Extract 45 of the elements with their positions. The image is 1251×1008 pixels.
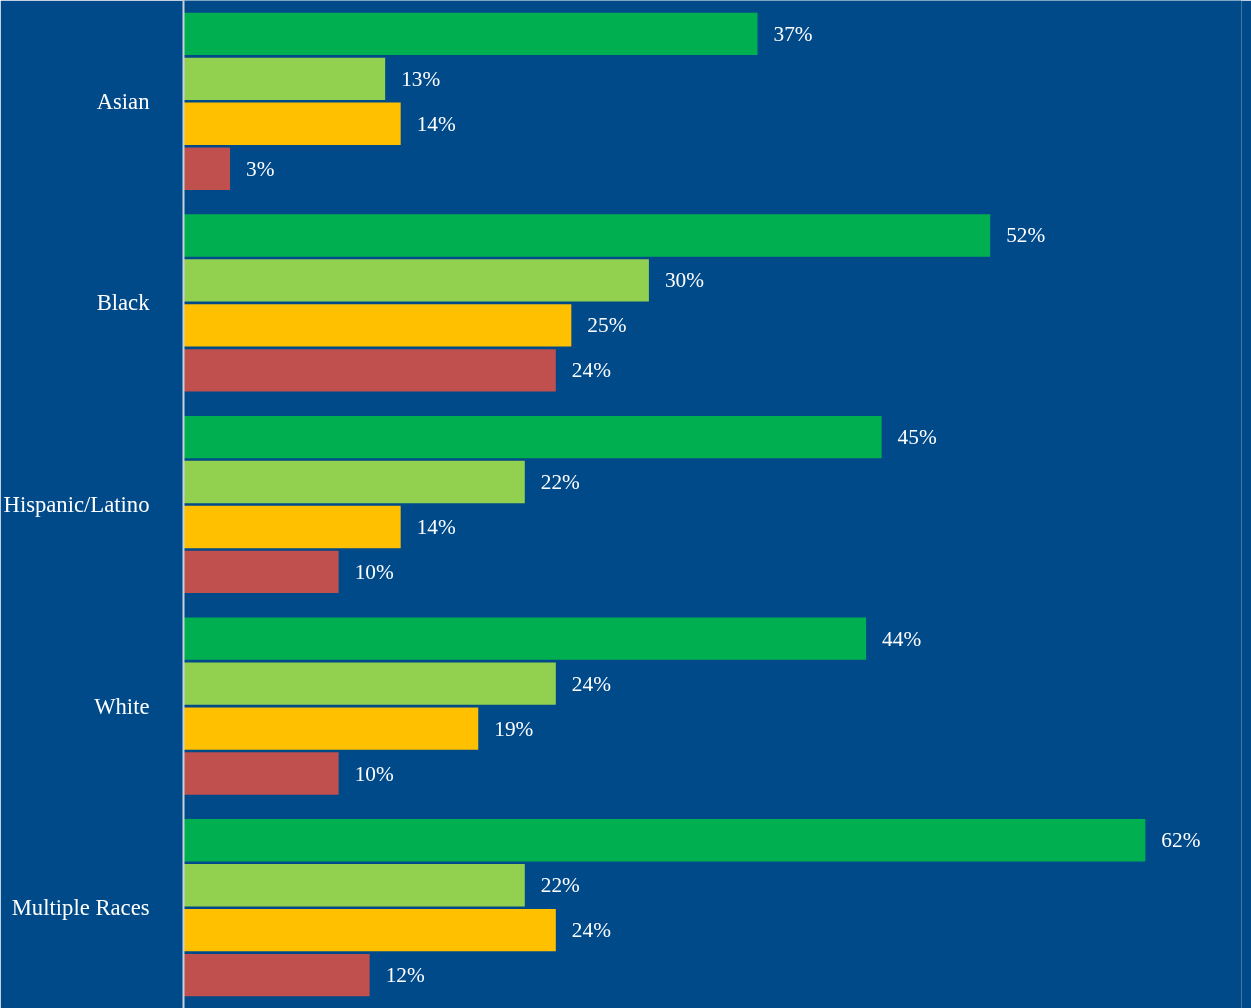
data-label: 24% bbox=[571, 918, 612, 943]
data-label: 37% bbox=[773, 21, 813, 46]
bar bbox=[183, 752, 339, 795]
data-label: 13% bbox=[401, 66, 441, 91]
data-label: 14% bbox=[416, 111, 457, 136]
bar bbox=[183, 953, 370, 997]
data-label: 24% bbox=[571, 358, 612, 383]
data-label: 10% bbox=[354, 761, 394, 786]
data-label: 14% bbox=[416, 514, 457, 539]
data-label: 25% bbox=[587, 313, 627, 338]
bar bbox=[183, 147, 231, 190]
y-tick-label: Asian bbox=[96, 88, 150, 114]
data-label: 22% bbox=[540, 470, 581, 495]
bar bbox=[183, 460, 525, 504]
bar bbox=[183, 617, 867, 660]
data-label: 12% bbox=[385, 963, 425, 988]
data-label: 3% bbox=[246, 156, 275, 181]
data-label: 22% bbox=[540, 873, 581, 898]
bar bbox=[183, 662, 556, 705]
data-label: 30% bbox=[664, 268, 705, 293]
bar bbox=[183, 12, 758, 56]
bar bbox=[183, 864, 525, 907]
bar bbox=[183, 214, 991, 257]
data-label: 44% bbox=[882, 626, 922, 651]
data-label: 52% bbox=[1006, 223, 1046, 248]
y-tick-label: White bbox=[94, 693, 150, 719]
data-label: 19% bbox=[494, 716, 534, 741]
bar bbox=[183, 550, 339, 594]
y-tick-label: Hispanic/Latino bbox=[3, 492, 150, 517]
bar bbox=[183, 349, 556, 392]
bar bbox=[183, 505, 401, 549]
bar bbox=[183, 819, 1146, 862]
bar bbox=[183, 304, 572, 347]
y-tick-label: Black bbox=[96, 290, 151, 316]
bar bbox=[183, 102, 401, 145]
y-tick-label: Multiple Races bbox=[11, 895, 150, 921]
data-label: 10% bbox=[354, 559, 394, 584]
bar bbox=[183, 415, 882, 459]
bar bbox=[183, 259, 649, 302]
data-label: 45% bbox=[897, 425, 937, 450]
bar bbox=[183, 707, 479, 750]
bar bbox=[183, 57, 386, 100]
bar bbox=[183, 909, 556, 952]
data-label: 24% bbox=[571, 671, 612, 696]
data-label: 62% bbox=[1161, 828, 1201, 853]
